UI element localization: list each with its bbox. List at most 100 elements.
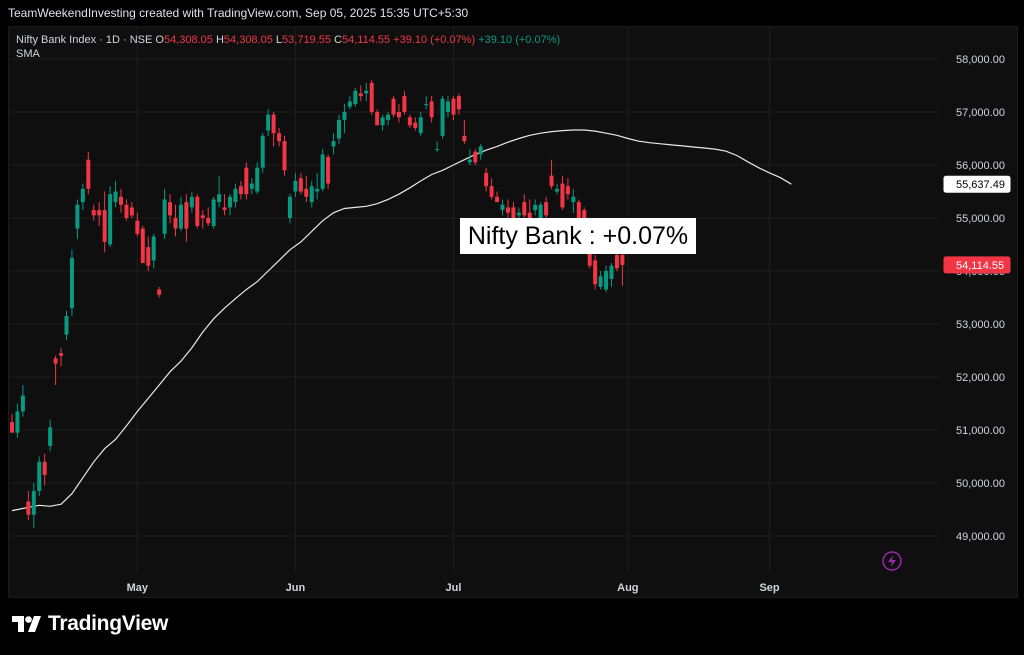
candle: [260, 133, 265, 173]
candle: [157, 286, 162, 298]
candle-body: [467, 159, 472, 163]
candle-body: [413, 122, 418, 128]
candle-body: [304, 188, 309, 197]
candle-body: [233, 188, 238, 203]
candle-body: [53, 358, 58, 364]
candle: [320, 149, 325, 192]
tradingview-logo-icon: [12, 616, 41, 632]
x-tick-label: Jun: [286, 582, 306, 594]
candle: [451, 96, 456, 120]
candle: [380, 114, 385, 131]
candle-body: [293, 180, 298, 192]
lightning-icon[interactable]: [882, 551, 902, 571]
candle: [565, 178, 570, 200]
candle: [249, 178, 254, 195]
open-value: 54,308.05: [163, 34, 213, 46]
candle: [266, 109, 271, 136]
candle-body: [505, 207, 510, 213]
candle: [80, 183, 85, 211]
candle-body: [189, 196, 194, 208]
candle-body: [320, 154, 325, 189]
high-value: 54,308.05: [223, 34, 273, 46]
candle-body: [527, 212, 532, 218]
y-tick-label: 49,000.00: [956, 531, 1005, 543]
candle: [15, 403, 20, 438]
candle: [467, 149, 472, 165]
candle-body: [217, 194, 222, 203]
close-value: 54,114.55: [341, 34, 391, 46]
candle-body: [358, 93, 363, 97]
candle-body: [151, 236, 156, 261]
y-tick-label: 50,000.00: [956, 478, 1005, 490]
candle: [222, 194, 227, 216]
candle: [26, 490, 31, 521]
candle-body: [364, 90, 369, 94]
y-tick-label: 51,000.00: [956, 425, 1005, 437]
x-tick-label: Aug: [617, 582, 638, 594]
candle: [402, 90, 407, 115]
attribution-text: TeamWeekendInvesting created with Tradin…: [8, 6, 469, 20]
candle-body: [418, 117, 423, 134]
candle-body: [533, 204, 538, 211]
candle: [151, 233, 156, 269]
candle: [173, 204, 178, 237]
candle: [620, 254, 625, 286]
change-annotation: Nifty Bank : +0.07%: [460, 218, 696, 254]
candle-body: [64, 316, 69, 335]
lightning-icon-ring: [882, 551, 902, 571]
symbol-label[interactable]: Nifty Bank Index · 1D · NSE: [16, 34, 153, 46]
candle: [233, 183, 238, 208]
candle-body: [124, 204, 129, 218]
candle-body: [86, 159, 91, 189]
y-tick-label: 55,000.00: [956, 213, 1005, 225]
tradingview-logo[interactable]: TradingView: [12, 612, 168, 636]
candle: [358, 85, 363, 102]
candle-body: [222, 207, 227, 211]
candle-body: [440, 98, 445, 136]
candle: [53, 355, 58, 385]
candle-body: [473, 151, 478, 163]
x-tick-label: May: [127, 582, 149, 594]
candle-body: [435, 149, 440, 151]
candle-body: [206, 218, 211, 224]
sma-price-badge-text: 55,637.49: [956, 179, 1005, 191]
candle-body: [195, 196, 200, 226]
candle: [456, 93, 461, 115]
sma-line: [11, 129, 792, 512]
candle-body: [91, 210, 96, 216]
sma-price-badge: 55,637.49: [943, 175, 1011, 193]
candle-body: [157, 289, 162, 295]
candle: [91, 204, 96, 221]
candle-body: [511, 207, 516, 218]
candle-body: [260, 135, 265, 168]
candle: [119, 188, 123, 213]
candle: [255, 162, 260, 195]
candle: [462, 119, 467, 144]
candle-body: [402, 96, 407, 112]
indicator-label[interactable]: SMA: [16, 48, 40, 60]
candle: [424, 96, 429, 110]
candle: [200, 210, 205, 229]
candle-body: [489, 186, 494, 197]
candle-body: [544, 202, 549, 216]
candle: [146, 236, 151, 271]
candle: [555, 183, 559, 195]
candle-body: [69, 257, 74, 309]
candle: [195, 194, 200, 229]
candle-body: [516, 212, 521, 216]
tradingview-wordmark: TradingView: [48, 612, 169, 635]
candle-body: [347, 101, 352, 107]
candle: [271, 112, 276, 147]
candle: [293, 172, 298, 197]
candle: [353, 88, 358, 107]
candle-body: [26, 501, 31, 515]
candle-body: [282, 141, 287, 171]
x-tick-label: Sep: [759, 582, 779, 594]
chart-panel[interactable]: [8, 26, 1018, 598]
candle: [500, 199, 505, 216]
candle: [37, 456, 42, 497]
candle-body: [200, 215, 205, 218]
candle-body: [555, 188, 559, 192]
low-label: L: [275, 34, 283, 46]
